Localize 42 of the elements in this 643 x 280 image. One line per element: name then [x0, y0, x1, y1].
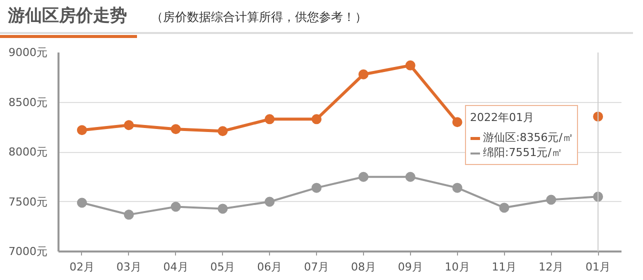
- legend-label: 游仙区:8356元/㎡: [483, 130, 574, 145]
- x-tick-label: 12月: [538, 260, 564, 274]
- x-tick-label: 02月: [69, 260, 94, 274]
- x-tick-label: 08月: [350, 260, 376, 274]
- point: [405, 60, 416, 70]
- x-tick-label: 06月: [257, 260, 282, 274]
- point: [170, 202, 181, 212]
- chart-title: 游仙区房价走势: [0, 0, 137, 38]
- x-tick-label: 01月: [586, 260, 611, 274]
- y-tick-label: 8000元: [8, 146, 48, 158]
- point: [358, 172, 368, 182]
- y-tick-label: 8500元: [8, 96, 48, 109]
- y-tick-label: 7000元: [8, 245, 48, 258]
- x-tick-label: 10月: [444, 260, 470, 274]
- x-tick-label: 04月: [163, 260, 188, 274]
- point: [312, 182, 322, 193]
- point: [358, 69, 368, 80]
- point: [452, 182, 462, 193]
- x-tick-label: 05月: [210, 260, 236, 274]
- point: [264, 114, 275, 124]
- y-tick-label: 9000元: [8, 46, 48, 59]
- point: [124, 120, 134, 130]
- legend-title: 2022年01月: [470, 110, 535, 125]
- point: [76, 198, 87, 208]
- point: [170, 124, 181, 134]
- point: [452, 117, 462, 128]
- x-tick-label: 07月: [304, 260, 330, 274]
- point: [546, 194, 556, 205]
- y-tick-label: 7500元: [8, 195, 48, 208]
- point: [76, 125, 87, 136]
- point: [124, 210, 134, 220]
- point: [312, 114, 322, 124]
- x-tick-label: 09月: [398, 260, 423, 274]
- point: [405, 172, 416, 182]
- point: [218, 204, 228, 214]
- point: [218, 126, 228, 136]
- x-tick-label: 11月: [492, 260, 517, 274]
- point: [264, 196, 275, 207]
- x-tick-label: 03月: [116, 260, 142, 274]
- point: [499, 202, 510, 213]
- legend-label: 绵阳:7551元/㎡: [483, 145, 562, 160]
- chart-subtitle: （房价数据综合计算所得，供您参考！）: [151, 10, 367, 24]
